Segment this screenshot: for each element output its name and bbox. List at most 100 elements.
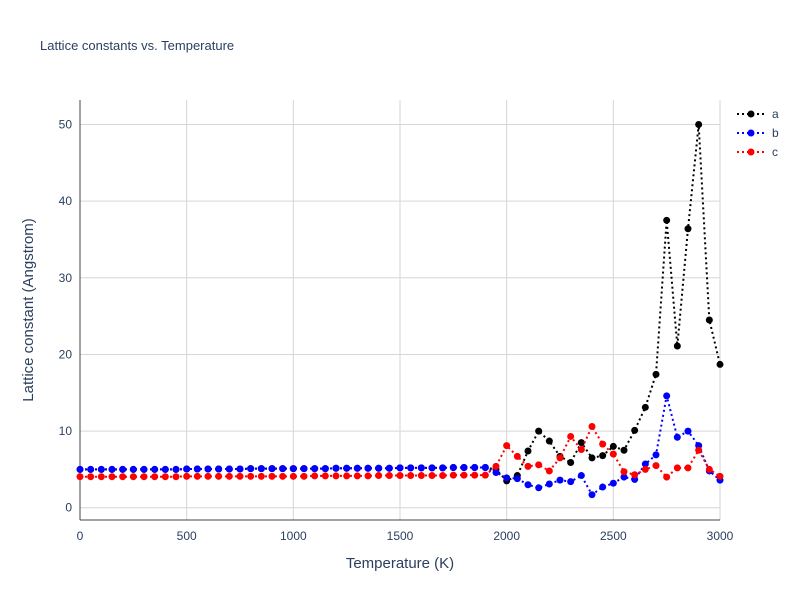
series-c-point [375, 472, 383, 480]
series-b-point [492, 468, 500, 476]
y-tick-label: 10 [59, 424, 73, 438]
series-b-point [161, 465, 169, 473]
series-b-point [151, 465, 159, 473]
series-c-point [631, 471, 639, 479]
series-c-point [641, 465, 649, 473]
series-c-point [225, 472, 233, 480]
series-c-point [215, 472, 223, 480]
series-c-point [695, 446, 703, 454]
series-a-point [652, 370, 660, 378]
series-c-point [268, 472, 276, 480]
series-a-point [673, 342, 681, 350]
series-b-point [300, 465, 308, 473]
series-c-point [204, 472, 212, 480]
y-tick-label: 30 [59, 271, 73, 285]
x-tick-label: 1000 [280, 529, 307, 543]
series-a-point [631, 426, 639, 434]
series-c-point [620, 468, 628, 476]
series-a-point [535, 427, 543, 435]
y-tick-label: 50 [59, 118, 73, 132]
series-c-point [524, 462, 532, 470]
series-b-point [332, 464, 340, 472]
series-b-point [503, 474, 511, 482]
chart-title: Lattice constants vs. Temperature [40, 38, 234, 53]
series-b-point [684, 427, 692, 435]
series-b-point [652, 451, 660, 459]
legend-label: b [772, 126, 779, 140]
legend-item-c[interactable]: c [737, 145, 778, 159]
x-tick-label: 2000 [493, 529, 520, 543]
legend-item-a[interactable]: a [737, 107, 779, 121]
x-tick-label: 0 [77, 529, 84, 543]
legend-swatch-marker [747, 148, 755, 156]
series-b-point [204, 465, 212, 473]
series-a-point [641, 403, 649, 411]
series-b-point [257, 465, 265, 473]
series-b-point [140, 465, 148, 473]
series-c-point [716, 472, 724, 480]
series-b-point [663, 392, 671, 400]
plot-area [76, 121, 724, 499]
y-axis-title: Lattice constant (Angstrom) [20, 218, 37, 401]
series-a-point [716, 360, 724, 368]
series-b-point [268, 465, 276, 473]
series-c-point [673, 464, 681, 472]
series-b-point [321, 465, 329, 473]
series-b-point [225, 465, 233, 473]
series-b-point [87, 465, 95, 473]
series-c-point [652, 462, 660, 470]
series-b-point [620, 473, 628, 481]
series-c [76, 422, 724, 481]
series-b-point [119, 465, 127, 473]
series-c-point [492, 462, 500, 470]
series-b-point [428, 464, 436, 472]
series-c-point [257, 472, 265, 480]
y-tick-label: 0 [65, 501, 72, 515]
series-c-point [353, 472, 361, 480]
legend-label: a [772, 107, 779, 121]
series-b-point [545, 480, 553, 488]
series-c-point [300, 472, 308, 480]
y-tick-label: 20 [59, 347, 73, 361]
series-c-point [396, 472, 404, 480]
series-b-point [311, 465, 319, 473]
series-c-point [129, 473, 137, 481]
series-b-point [471, 464, 479, 471]
series-c-point [119, 473, 127, 481]
grid-lines [80, 100, 721, 520]
series-b-point [172, 465, 180, 473]
series-c-point [311, 472, 319, 480]
series-b-point [577, 472, 585, 480]
series-b-point [364, 464, 372, 472]
series-b-point [97, 465, 105, 473]
series-c-point [87, 473, 95, 481]
series-b-point [236, 465, 244, 473]
series-a-point [620, 446, 628, 454]
series-a-point [588, 454, 596, 462]
series-b-point [460, 464, 468, 471]
series-c-point [599, 440, 607, 448]
legend: abc [737, 107, 779, 159]
series-c-point [183, 472, 191, 480]
series-b-point [215, 465, 223, 473]
series-c-point [364, 472, 372, 480]
series-c-point [460, 471, 468, 479]
series-a-point [705, 316, 713, 324]
series-b-point [183, 465, 191, 473]
series-b-point [407, 464, 415, 472]
series-b-point [449, 464, 457, 471]
series-b-point [641, 460, 649, 468]
series-b-point [129, 465, 137, 473]
series-b-point [76, 465, 84, 473]
legend-item-b[interactable]: b [737, 126, 779, 140]
legend-swatch-marker [747, 129, 755, 137]
series-b [76, 392, 724, 499]
series-c-point [556, 454, 564, 462]
series-c-point [97, 473, 105, 481]
series-c-point [513, 452, 521, 460]
series-c-point [236, 472, 244, 480]
series-c-point [385, 472, 393, 480]
x-axis-title: Temperature (K) [346, 555, 454, 572]
series-c-point [321, 472, 329, 480]
